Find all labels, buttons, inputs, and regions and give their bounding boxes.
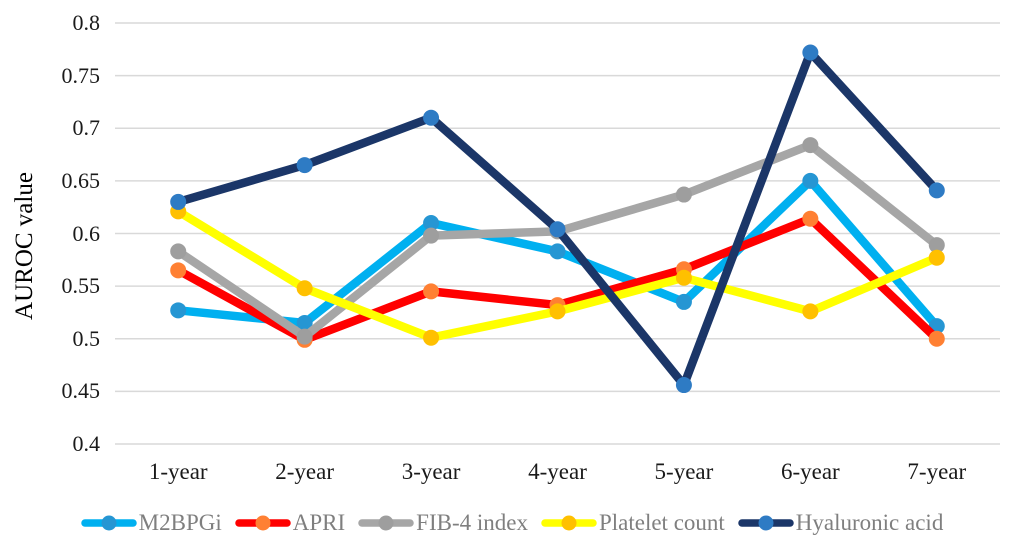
series-marker-fib-4-index	[170, 243, 187, 260]
series-marker-m2bpgi	[802, 172, 819, 189]
legend-item-m2bpgi: M2BPGi	[80, 510, 222, 536]
series-marker-m2bpgi	[423, 214, 440, 231]
legend-label: FIB-4 index	[416, 510, 528, 535]
y-tick-label: 0.65	[61, 167, 101, 193]
legend-label: Platelet count	[598, 510, 725, 535]
series-marker-platelet-count	[423, 329, 440, 346]
x-axis-label-3-year: 3-year	[401, 459, 461, 484]
series-marker-fib-4-index	[296, 328, 313, 345]
series-marker-fib-4-index	[802, 137, 819, 154]
series-marker-hyaluronic-acid	[928, 182, 945, 199]
x-axis-label-7-year: 7-year	[907, 459, 967, 484]
y-tick-label: 0.75	[61, 62, 101, 88]
series-marker-fib-4-index	[423, 227, 440, 244]
x-axis-label-6-year: 6-year	[780, 459, 840, 484]
series-marker-fib-4-index	[928, 237, 945, 254]
series-marker-platelet-count	[549, 303, 566, 320]
legend-item-fib-4-index: FIB-4 index	[358, 510, 528, 536]
series-marker-apri	[928, 330, 945, 347]
series-marker-hyaluronic-acid	[296, 157, 313, 174]
legend-item-platelet-count: Platelet count	[541, 510, 725, 536]
series-marker-apri	[423, 283, 440, 300]
series-marker-platelet-count	[802, 303, 819, 320]
x-axis-label-2-year: 2-year	[275, 459, 335, 484]
series-marker-m2bpgi	[296, 314, 313, 331]
legend-label: M2BPGi	[138, 510, 222, 535]
y-tick-label: 0.55	[61, 273, 101, 299]
y-tick-label: 0.5	[72, 325, 101, 351]
legend-item-apri: APRI	[235, 510, 345, 536]
series-marker-hyaluronic-acid	[802, 44, 819, 61]
legend-item-hyaluronic-acid: Hyaluronic acid	[738, 510, 944, 536]
series-marker-apri	[802, 210, 819, 227]
series-marker-hyaluronic-acid	[170, 193, 187, 210]
y-tick-label: 0.4	[72, 431, 101, 456]
legend-line-marker-glyph	[541, 515, 597, 531]
legend-line-marker-glyph	[80, 515, 137, 531]
series-marker-hyaluronic-acid	[675, 377, 692, 394]
series-marker-hyaluronic-acid	[549, 221, 566, 238]
legend-label: Hyaluronic acid	[795, 510, 944, 535]
y-tick-label: 0.8	[72, 10, 101, 35]
y-tick-label: 0.7	[72, 115, 101, 141]
x-axis-label-5-year: 5-year	[654, 459, 714, 484]
y-tick-label: 0.6	[72, 220, 101, 246]
y-axis-title: AUROC value	[11, 172, 38, 320]
chart-legend: M2BPGi APRI FIB-4 index Platelet count Hyalu…	[0, 506, 1024, 540]
series-marker-fib-4-index	[675, 186, 692, 203]
series-marker-m2bpgi	[549, 243, 566, 260]
series-marker-platelet-count	[675, 269, 692, 286]
series-marker-hyaluronic-acid	[423, 109, 440, 126]
series-marker-platelet-count	[296, 280, 313, 297]
x-axis-label-1-year: 1-year	[148, 459, 208, 484]
legend-line-marker-glyph	[358, 515, 414, 531]
legend-label: APRI	[292, 510, 346, 535]
series-marker-m2bpgi	[170, 302, 187, 319]
y-tick-label: 0.45	[61, 378, 101, 404]
series-marker-platelet-count	[928, 249, 945, 266]
series-marker-m2bpgi	[675, 293, 692, 310]
legend-line-marker-glyph	[235, 515, 291, 531]
legend-line-marker-glyph	[738, 515, 794, 531]
series-marker-apri	[170, 262, 187, 279]
x-axis-label-4-year: 4-year	[528, 459, 587, 484]
